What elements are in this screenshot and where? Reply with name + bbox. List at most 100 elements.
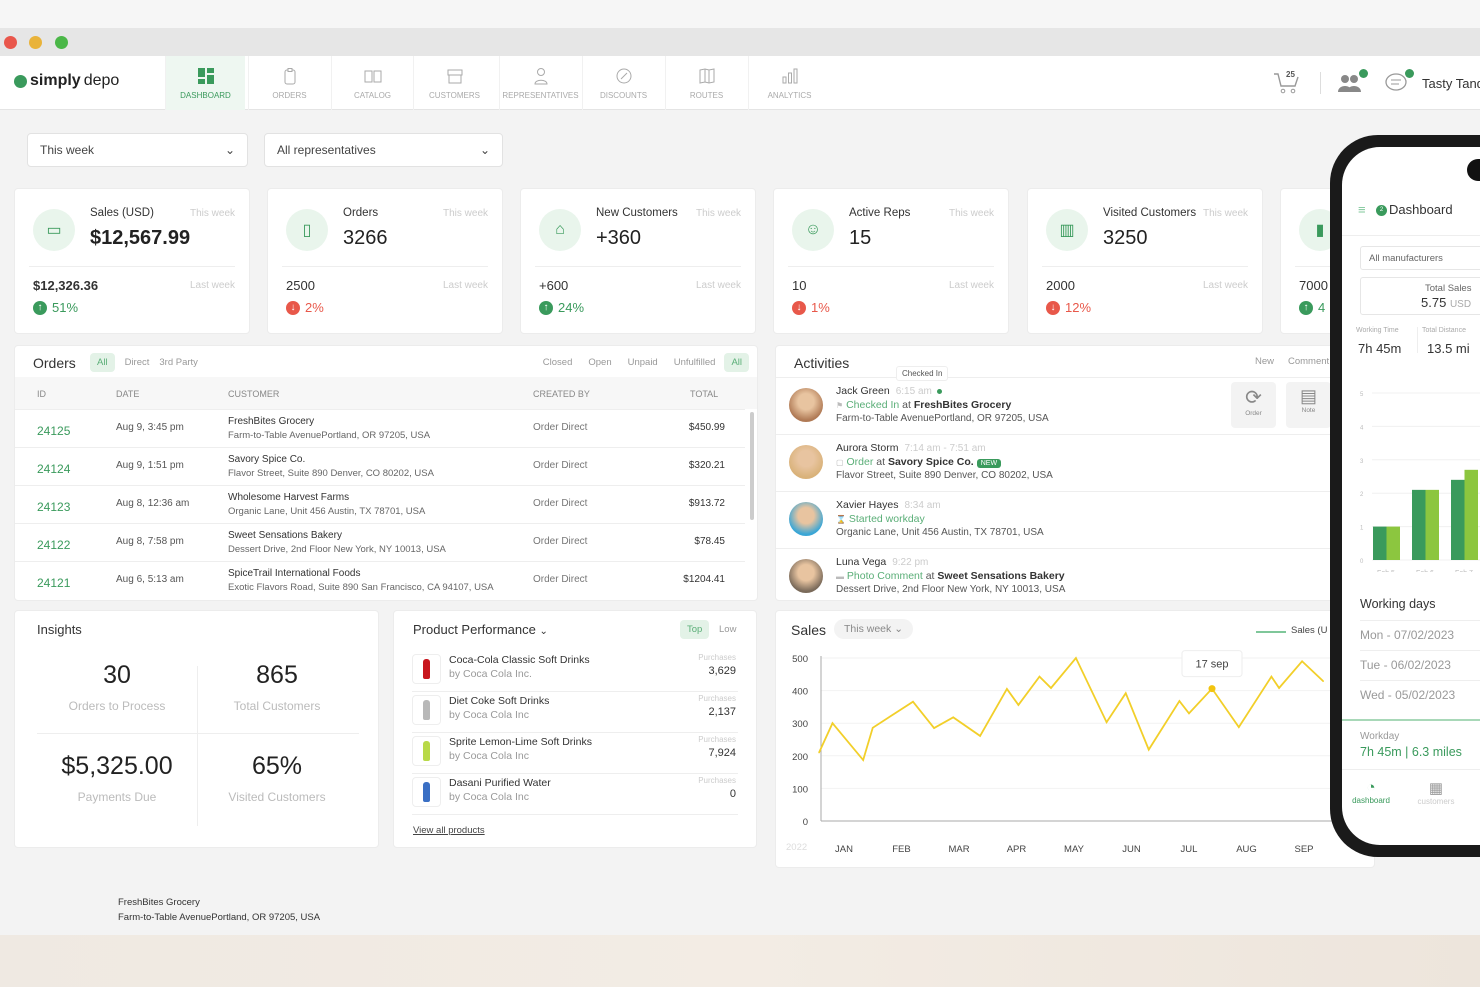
- column-id[interactable]: ID: [37, 389, 46, 399]
- kpi-change: ↑ 4: [1299, 300, 1325, 315]
- filter-all-types[interactable]: All: [90, 353, 115, 372]
- activity-address: Organic Lane, Unit 456 Austin, TX 78701,…: [836, 527, 1044, 538]
- activity-user: Luna Vega: [836, 556, 887, 568]
- menu-icon[interactable]: ≡: [1358, 202, 1366, 217]
- nav-routes[interactable]: ROUTES: [665, 56, 747, 110]
- tooltip-label: 17 sep: [1195, 659, 1228, 671]
- filter-unfulfilled[interactable]: Unfulfilled: [673, 357, 716, 368]
- activity-item[interactable]: Luna Vega 9:22 pm ▬ Photo Comment at Swee…: [776, 548, 1374, 600]
- order-id-link[interactable]: 24124: [37, 462, 71, 476]
- product-item[interactable]: Dasani Purified Water by Coca Cola Inc P…: [412, 774, 738, 815]
- product-item[interactable]: Sprite Lemon-Lime Soft Drinks by Coca Co…: [412, 733, 738, 774]
- table-row[interactable]: 24121 Aug 6, 5:13 am SpiceTrail Internat…: [15, 561, 745, 599]
- data-point: [1038, 675, 1041, 678]
- x-tick-label: Feb 6: [1416, 570, 1434, 572]
- activity-item[interactable]: Aurora Storm 7:14 am - 7:51 am ▢ Order at…: [776, 434, 1374, 491]
- sales-period-select[interactable]: This week ⌄: [834, 619, 913, 639]
- x-tick-label: SEP: [1294, 844, 1313, 855]
- working-time-value: 7h 45m: [1358, 341, 1402, 356]
- logo[interactable]: simply depo: [14, 72, 119, 90]
- bar-chart-icon: [782, 68, 797, 83]
- working-day-item[interactable]: Mon - 07/02/2023: [1360, 620, 1480, 642]
- nav-discounts[interactable]: DISCOUNTS: [582, 56, 664, 110]
- hourglass-icon: ⌛: [836, 515, 846, 524]
- activities-title: Activities: [794, 355, 850, 371]
- working-day-item[interactable]: Wed - 05/02/2023: [1360, 680, 1480, 702]
- maximize-window-button[interactable]: [55, 36, 68, 49]
- nav-dashboard[interactable]: DASHBOARD: [165, 56, 245, 110]
- filter-closed[interactable]: Closed: [542, 357, 573, 368]
- order-id-link[interactable]: 24125: [37, 424, 71, 438]
- status-dot[interactable]: [936, 389, 942, 394]
- order-id-link[interactable]: 24123: [37, 500, 71, 514]
- product-item[interactable]: Diet Coke Soft Drinks by Coca Cola Inc P…: [412, 692, 738, 733]
- period-select[interactable]: This week ⌄: [27, 133, 248, 167]
- wallet-icon: ▭: [33, 209, 75, 251]
- close-window-button[interactable]: [4, 36, 17, 49]
- tab-top[interactable]: Top: [680, 620, 710, 639]
- table-row[interactable]: 24122 Aug 8, 7:58 pm Sweet Sensations Ba…: [15, 523, 745, 561]
- column-customer[interactable]: CUSTOMER: [228, 389, 280, 399]
- activity-item[interactable]: Jack Green 6:15 am ⚑ Checked In at FreshB…: [776, 377, 1374, 434]
- distance-label: Total Distance: [1422, 327, 1466, 334]
- nav-orders[interactable]: ORDERS: [248, 56, 330, 110]
- nav-customers[interactable]: CUSTOMERS: [413, 56, 495, 110]
- kpi-change: ↓ 2%: [286, 300, 324, 315]
- view-all-products-link[interactable]: View all products: [413, 825, 485, 836]
- filter-3rd-party[interactable]: 3rd Party: [159, 357, 198, 368]
- representatives-select[interactable]: All representatives ⌄: [264, 133, 503, 167]
- arrow-up-icon: ↑: [539, 300, 553, 315]
- manufacturer-select[interactable]: All manufacturers: [1360, 246, 1480, 270]
- arrow-down-icon: ↓: [286, 300, 300, 315]
- nav-analytics[interactable]: ANALYTICS: [748, 56, 830, 110]
- table-row[interactable]: 24124 Aug 9, 1:51 pm Savory Spice Co. Fl…: [15, 447, 745, 485]
- product-item[interactable]: Coca-Cola Classic Soft Drinks by Coca Co…: [412, 651, 738, 692]
- column-created-by[interactable]: CREATED BY: [533, 389, 590, 399]
- avatar: [789, 559, 823, 593]
- data-point: [912, 700, 914, 703]
- messages-button[interactable]: [1384, 66, 1414, 100]
- phone-tab-customers[interactable]: ▦ customers: [1412, 779, 1460, 806]
- working-day-item[interactable]: Tue - 06/02/2023: [1360, 650, 1480, 672]
- order-box-icon: ⟳: [1245, 387, 1262, 409]
- activity-place[interactable]: Savory Spice Co.: [887, 456, 974, 468]
- order-id-link[interactable]: 24122: [37, 538, 71, 552]
- order-total: $450.99: [688, 422, 725, 433]
- quick-note-button[interactable]: ▤ Note: [1286, 382, 1331, 428]
- chevron-down-icon: ⌄: [224, 143, 235, 157]
- comment-icon: ▬: [836, 572, 844, 581]
- nav-label: DISCOUNTS: [599, 90, 648, 100]
- filter-direct[interactable]: Direct: [124, 357, 150, 368]
- distance-value: 13.5 mi: [1427, 341, 1470, 356]
- activity-place[interactable]: Sweet Sensations Bakery: [937, 570, 1065, 582]
- tab-low[interactable]: Low: [719, 624, 737, 635]
- user-name[interactable]: Tasty Tand: [1422, 75, 1480, 91]
- tab-comment[interactable]: Comment: [1288, 356, 1330, 367]
- logo-text-light: depo: [83, 72, 120, 89]
- minimize-window-button[interactable]: [29, 36, 42, 49]
- orders-scrollbar[interactable]: [750, 412, 754, 520]
- order-id-link[interactable]: 24121: [37, 576, 71, 590]
- product-performance-dropdown[interactable]: Product Performance ⌄: [413, 622, 548, 637]
- column-total[interactable]: TOTAL: [690, 389, 719, 399]
- table-row[interactable]: 24123 Aug 8, 12:36 am Wholesome Harvest …: [15, 485, 745, 523]
- at-text: at: [925, 570, 935, 582]
- note-label: Note: [1301, 407, 1316, 414]
- phone-tab-dashboard[interactable]: ◔ dashboard: [1347, 779, 1395, 805]
- team-button[interactable]: [1337, 66, 1368, 100]
- quick-order-button[interactable]: ⟳ Order: [1231, 382, 1276, 428]
- filter-open[interactable]: Open: [588, 357, 612, 368]
- activity-place[interactable]: FreshBites Grocery: [913, 399, 1012, 411]
- tab-new[interactable]: New: [1255, 356, 1275, 367]
- column-date[interactable]: DATE: [116, 389, 140, 399]
- filter-all-status[interactable]: All: [724, 353, 749, 372]
- filter-unpaid[interactable]: Unpaid: [627, 357, 658, 368]
- cart-button[interactable]: 25: [1273, 66, 1303, 100]
- product-name: Coca-Cola Classic Soft Drinks: [449, 654, 590, 666]
- table-row[interactable]: 24125 Aug 9, 3:45 pm FreshBites Grocery …: [15, 409, 745, 447]
- activity-item[interactable]: Xavier Hayes 8:34 am ⌛ Started workday Or…: [776, 491, 1374, 548]
- nav-catalog[interactable]: CATALOG: [331, 56, 413, 110]
- kpi-period: This week: [189, 208, 235, 219]
- nav-representatives[interactable]: REPRESENTATIVES: [499, 56, 581, 110]
- product-bottle-icon: [412, 654, 441, 684]
